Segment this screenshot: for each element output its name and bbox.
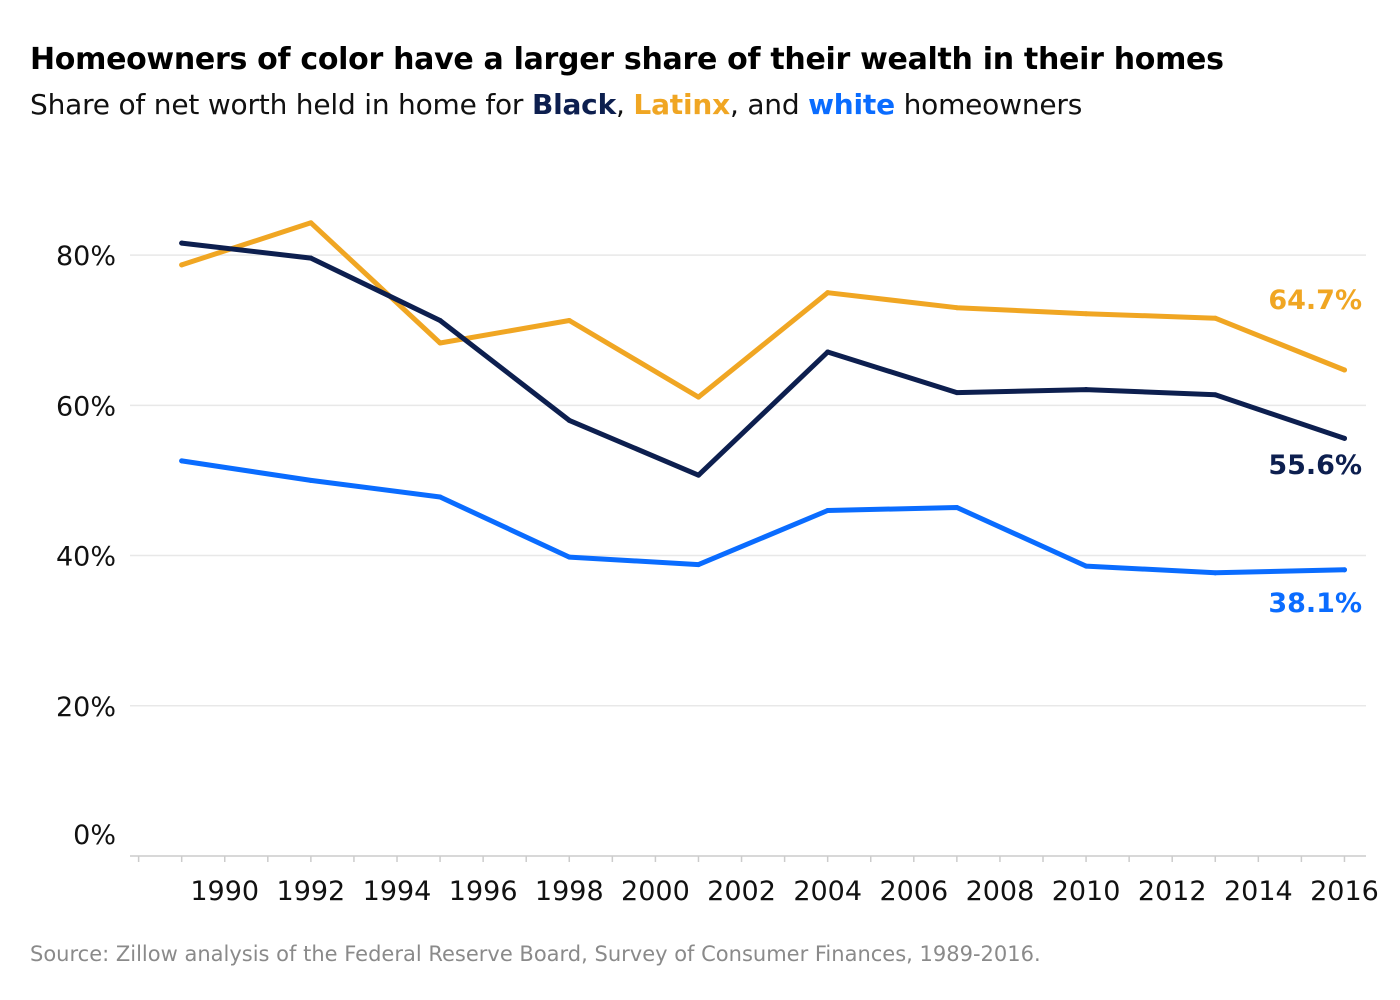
data-point-black-2010 xyxy=(1083,387,1089,393)
data-point-latinx-1995 xyxy=(437,340,443,346)
x-tick-label-1992: 1992 xyxy=(277,876,346,907)
data-point-black-2013 xyxy=(1212,392,1218,398)
end-label-white: 38.1% xyxy=(1268,588,1362,619)
subtitle-white-keyword: white xyxy=(808,88,895,121)
end-label-black: 55.6% xyxy=(1268,450,1362,481)
data-point-black-2004 xyxy=(825,349,831,355)
data-point-latinx-2016 xyxy=(1341,367,1347,373)
end-labels: 64.7% 55.6% 38.1% xyxy=(1268,285,1362,619)
x-tick-label-1996: 1996 xyxy=(449,876,518,907)
x-tick-label-2014: 2014 xyxy=(1224,876,1293,907)
data-point-white-2007 xyxy=(954,504,960,510)
data-point-black-1989 xyxy=(179,240,185,246)
chart-subtitle: Share of net worth held in home for Blac… xyxy=(30,88,1082,121)
x-tick-label-2012: 2012 xyxy=(1138,876,1207,907)
data-point-latinx-2004 xyxy=(825,290,831,296)
series-line-black xyxy=(179,240,1347,478)
data-point-latinx-2010 xyxy=(1083,311,1089,317)
data-point-black-2016 xyxy=(1341,435,1347,441)
x-tick-label-2000: 2000 xyxy=(621,876,690,907)
y-tick-label-40: 40% xyxy=(56,542,116,573)
data-point-latinx-1989 xyxy=(179,262,185,268)
gridlines xyxy=(130,254,1366,707)
data-point-white-1989 xyxy=(179,458,185,464)
x-tick-label-2002: 2002 xyxy=(707,876,776,907)
data-point-black-2007 xyxy=(954,390,960,396)
subtitle-suffix: homeowners xyxy=(894,88,1083,121)
x-axis: 1990 1992 1994 1996 1998 2000 2002 2004 2006 2008… xyxy=(130,855,1379,907)
data-point-white-1995 xyxy=(437,494,443,500)
subtitle-black-keyword: Black xyxy=(531,88,617,121)
y-tick-label-60: 60% xyxy=(56,391,116,422)
data-point-white-2016 xyxy=(1341,567,1347,573)
series-lines xyxy=(179,220,1347,576)
x-tick-label-1998: 1998 xyxy=(535,876,604,907)
y-tick-label-20: 20% xyxy=(56,692,116,723)
data-point-black-1995 xyxy=(437,317,443,323)
data-point-white-2001 xyxy=(695,562,701,568)
x-tick-label-2010: 2010 xyxy=(1052,876,1121,907)
data-point-white-2010 xyxy=(1083,563,1089,569)
y-tick-label-80: 80% xyxy=(56,241,116,272)
series-line-latinx xyxy=(179,220,1347,400)
data-point-white-2004 xyxy=(825,507,831,513)
subtitle-separator-2: , and xyxy=(729,88,809,121)
data-point-black-2001 xyxy=(695,472,701,478)
data-point-latinx-2013 xyxy=(1212,315,1218,321)
subtitle-latinx-keyword: Latinx xyxy=(633,88,730,121)
x-tick-label-1994: 1994 xyxy=(363,876,432,907)
data-point-white-1998 xyxy=(566,554,572,560)
data-point-black-1992 xyxy=(308,255,314,261)
subtitle-prefix: Share of net worth held in home for xyxy=(30,88,532,121)
x-tick-label-1990: 1990 xyxy=(190,876,259,907)
subtitle-separator-1: , xyxy=(616,88,634,121)
source-note: Source: Zillow analysis of the Federal R… xyxy=(30,942,1041,966)
chart-title: Homeowners of color have a larger share … xyxy=(30,42,1224,77)
data-point-latinx-2007 xyxy=(954,305,960,311)
series-line-white xyxy=(179,458,1347,576)
x-tick-label-2016: 2016 xyxy=(1310,876,1379,907)
data-point-white-2013 xyxy=(1212,570,1218,576)
x-tick-label-2004: 2004 xyxy=(793,876,862,907)
data-point-latinx-2001 xyxy=(695,394,701,400)
data-point-latinx-1998 xyxy=(566,317,572,323)
x-tick-label-2006: 2006 xyxy=(879,876,948,907)
data-point-latinx-1992 xyxy=(308,220,314,226)
y-tick-label-0: 0% xyxy=(73,820,116,851)
data-point-white-1992 xyxy=(308,477,314,483)
end-label-latinx: 64.7% xyxy=(1268,285,1362,316)
y-axis-labels: 0% 20% 40% 60% 80% xyxy=(56,241,116,851)
x-tick-label-2008: 2008 xyxy=(966,876,1035,907)
data-point-black-1998 xyxy=(566,417,572,423)
